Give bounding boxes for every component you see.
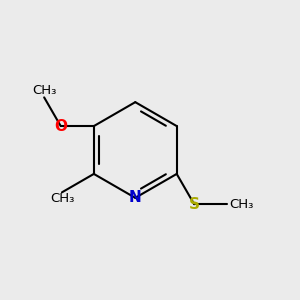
Text: O: O (54, 118, 67, 134)
Text: CH₃: CH₃ (229, 198, 254, 211)
Text: CH₃: CH₃ (32, 84, 56, 98)
Text: N: N (129, 190, 142, 205)
Text: S: S (189, 197, 200, 212)
Text: CH₃: CH₃ (50, 192, 74, 205)
